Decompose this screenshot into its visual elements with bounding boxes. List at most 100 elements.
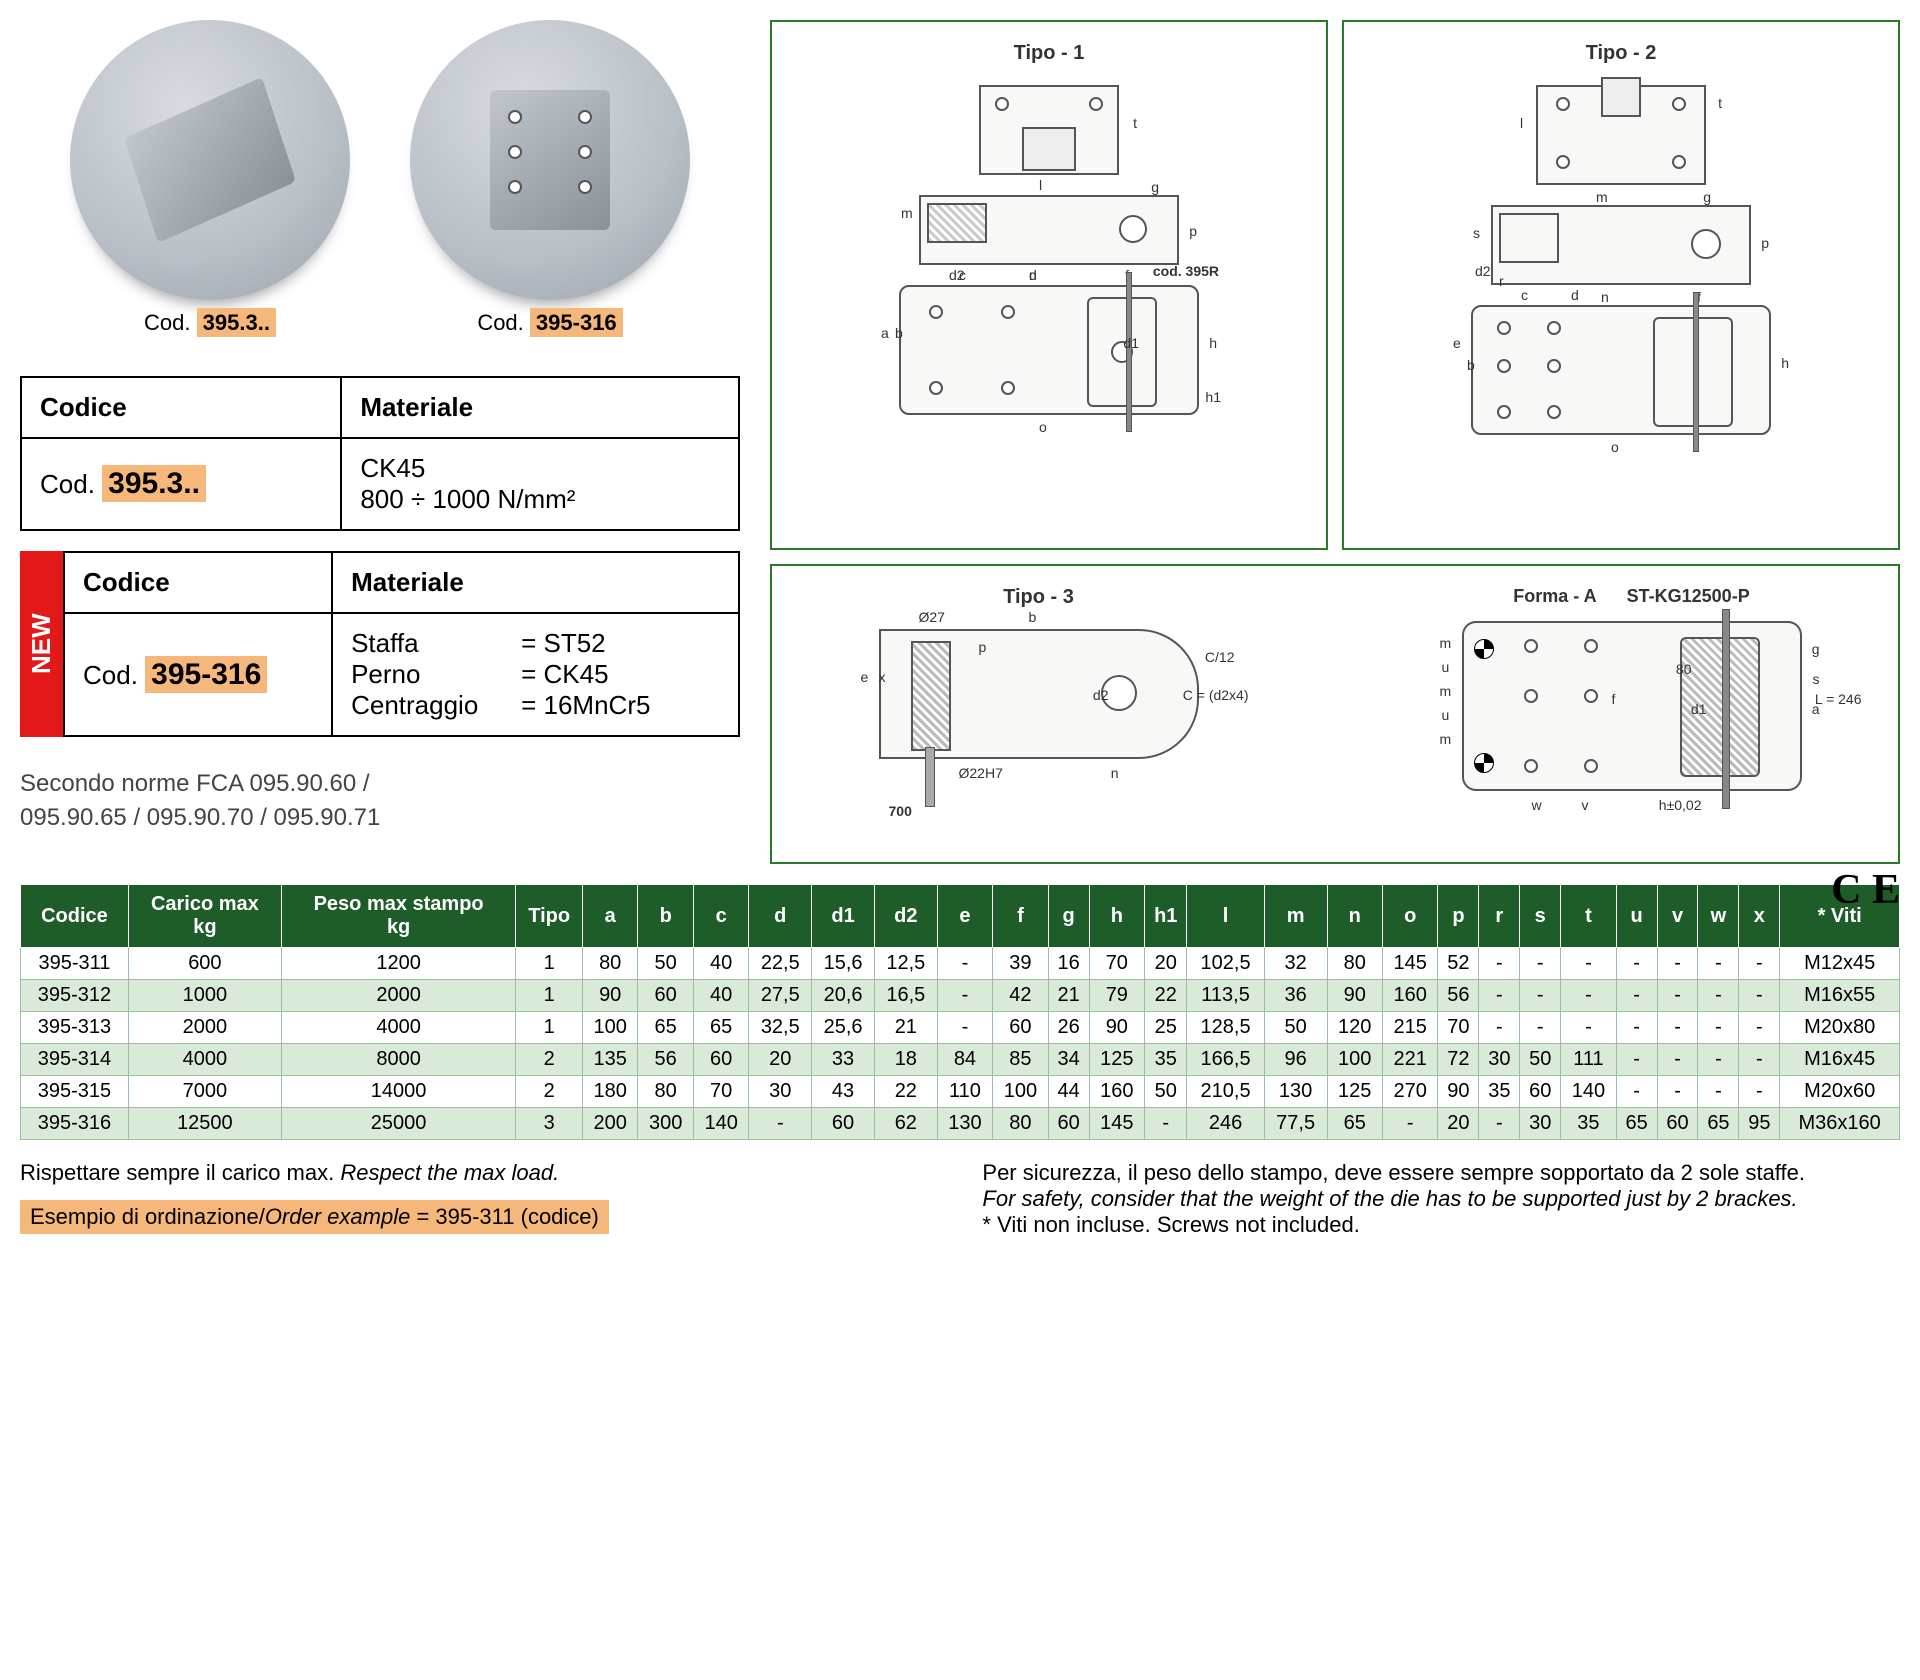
- diagram-tipo-2: Tipo - 2 m a t l: [1342, 20, 1900, 550]
- product-right: Cod. 395-316: [400, 20, 700, 336]
- table-cell: M20x60: [1780, 1076, 1900, 1108]
- table-cell: M36x160: [1780, 1108, 1900, 1140]
- table-cell: 120: [1327, 1012, 1382, 1044]
- table-cell: -: [1520, 980, 1561, 1012]
- table-cell: 65: [693, 1012, 748, 1044]
- table-header: g: [1048, 885, 1089, 948]
- header-materiale: Materiale: [341, 377, 739, 438]
- product-left-code: Cod. 395.3..: [60, 310, 360, 336]
- table-header: f: [993, 885, 1048, 948]
- table-cell: 32,5: [749, 1012, 812, 1044]
- bottom-notes: Rispettare sempre il carico max. Respect…: [20, 1160, 1900, 1238]
- table-cell: 79: [1089, 980, 1144, 1012]
- table-cell: -: [1657, 1044, 1698, 1076]
- table-cell: 60: [693, 1044, 748, 1076]
- product-right-code: Cod. 395-316: [400, 310, 700, 336]
- safety-it: Per sicurezza, il peso dello stampo, dev…: [982, 1160, 1900, 1186]
- table-cell: 166,5: [1187, 1044, 1264, 1076]
- table-cell: 135: [582, 1044, 637, 1076]
- table-cell: -: [1698, 1076, 1739, 1108]
- table-cell: 7000: [128, 1076, 281, 1108]
- table-cell: 50: [638, 948, 693, 980]
- table-cell: -: [1382, 1108, 1437, 1140]
- table-header: v: [1657, 885, 1698, 948]
- table-cell: -: [749, 1108, 812, 1140]
- table-cell: 90: [582, 980, 637, 1012]
- table-cell: 21: [1048, 980, 1089, 1012]
- table-cell: 32: [1264, 948, 1327, 980]
- table-header: n: [1327, 885, 1382, 948]
- table-cell: 395-313: [21, 1012, 129, 1044]
- table-cell: 35: [1561, 1108, 1616, 1140]
- table-cell: 15,6: [812, 948, 875, 980]
- st-code-label: ST-KG12500-P: [1627, 586, 1750, 607]
- table-cell: 60: [1048, 1108, 1089, 1140]
- table-cell: 33: [812, 1044, 875, 1076]
- table-cell: 160: [1089, 1076, 1144, 1108]
- table-cell: -: [1616, 980, 1657, 1012]
- table-cell: -: [1561, 980, 1616, 1012]
- table-cell: 128,5: [1187, 1012, 1264, 1044]
- table-row: 395-31612500250003200300140-606213080601…: [21, 1108, 1900, 1140]
- table-header: Carico maxkg: [128, 885, 281, 948]
- table-cell: -: [1479, 948, 1520, 980]
- product-images: Cod. 395.3.. Cod. 39: [20, 20, 740, 336]
- table-cell: 70: [1438, 1012, 1479, 1044]
- table-cell: 18: [874, 1044, 937, 1076]
- table-cell: -: [1479, 1108, 1520, 1140]
- table-cell: 1000: [128, 980, 281, 1012]
- table-header: x: [1739, 885, 1780, 948]
- viti-note: * Viti non incluse. Screws not included.: [982, 1212, 1900, 1238]
- table-cell: 12500: [128, 1108, 281, 1140]
- table-cell: 130: [1264, 1076, 1327, 1108]
- table-cell: -: [1739, 1076, 1780, 1108]
- table-cell: 84: [937, 1044, 992, 1076]
- table-cell: 40: [693, 948, 748, 980]
- table-cell: -: [1616, 1044, 1657, 1076]
- table-cell: 200: [582, 1108, 637, 1140]
- table-cell: -: [1698, 980, 1739, 1012]
- table-cell: -: [1698, 1044, 1739, 1076]
- table-cell: 34: [1048, 1044, 1089, 1076]
- table-header: Peso max stampokg: [281, 885, 515, 948]
- table-cell: 56: [1438, 980, 1479, 1012]
- table-cell: 36: [1264, 980, 1327, 1012]
- table-cell: 100: [1327, 1044, 1382, 1076]
- code-highlight: 395.3..: [197, 308, 276, 337]
- table-cell: 1: [516, 1012, 583, 1044]
- table-cell: 44: [1048, 1076, 1089, 1108]
- product-left: Cod. 395.3..: [60, 20, 360, 336]
- code-highlight: 395-316: [530, 308, 623, 337]
- table-header: t: [1561, 885, 1616, 948]
- table-cell: 80: [1327, 948, 1382, 980]
- table-cell: 111: [1561, 1044, 1616, 1076]
- table-cell: M12x45: [1780, 948, 1900, 980]
- table-cell: -: [1145, 1108, 1187, 1140]
- respect-it: Rispettare sempre il carico max.: [20, 1160, 334, 1185]
- table-header: c: [693, 885, 748, 948]
- table-cell: -: [1698, 948, 1739, 980]
- table-cell: 60: [638, 980, 693, 1012]
- table-cell: 100: [582, 1012, 637, 1044]
- table-cell: -: [1561, 1012, 1616, 1044]
- table-cell: 110: [937, 1076, 992, 1108]
- table-cell: 16: [1048, 948, 1089, 980]
- diagram-tipo-3: Tipo - 3 b Ø27 p C/12 C = (d2x4) d2: [770, 564, 1900, 864]
- ce-mark: C E: [1831, 866, 1900, 914]
- table-row: 395-31210002000190604027,520,616,5-42217…: [21, 980, 1900, 1012]
- diagram-title: Tipo - 3: [792, 586, 1285, 609]
- table-cell: 1: [516, 980, 583, 1012]
- table-cell: 246: [1187, 1108, 1264, 1140]
- table-cell: 180: [582, 1076, 637, 1108]
- table-cell: 395-312: [21, 980, 129, 1012]
- table-cell: 85: [993, 1044, 1048, 1076]
- product-right-image: [410, 20, 690, 300]
- table-cell: -: [1616, 1012, 1657, 1044]
- table-cell: 90: [1438, 1076, 1479, 1108]
- table-cell: 1: [516, 948, 583, 980]
- table-cell: 210,5: [1187, 1076, 1264, 1108]
- table-cell: 35: [1479, 1076, 1520, 1108]
- table-cell: 25: [1145, 1012, 1187, 1044]
- table-cell: -: [1698, 1012, 1739, 1044]
- table-cell: 26: [1048, 1012, 1089, 1044]
